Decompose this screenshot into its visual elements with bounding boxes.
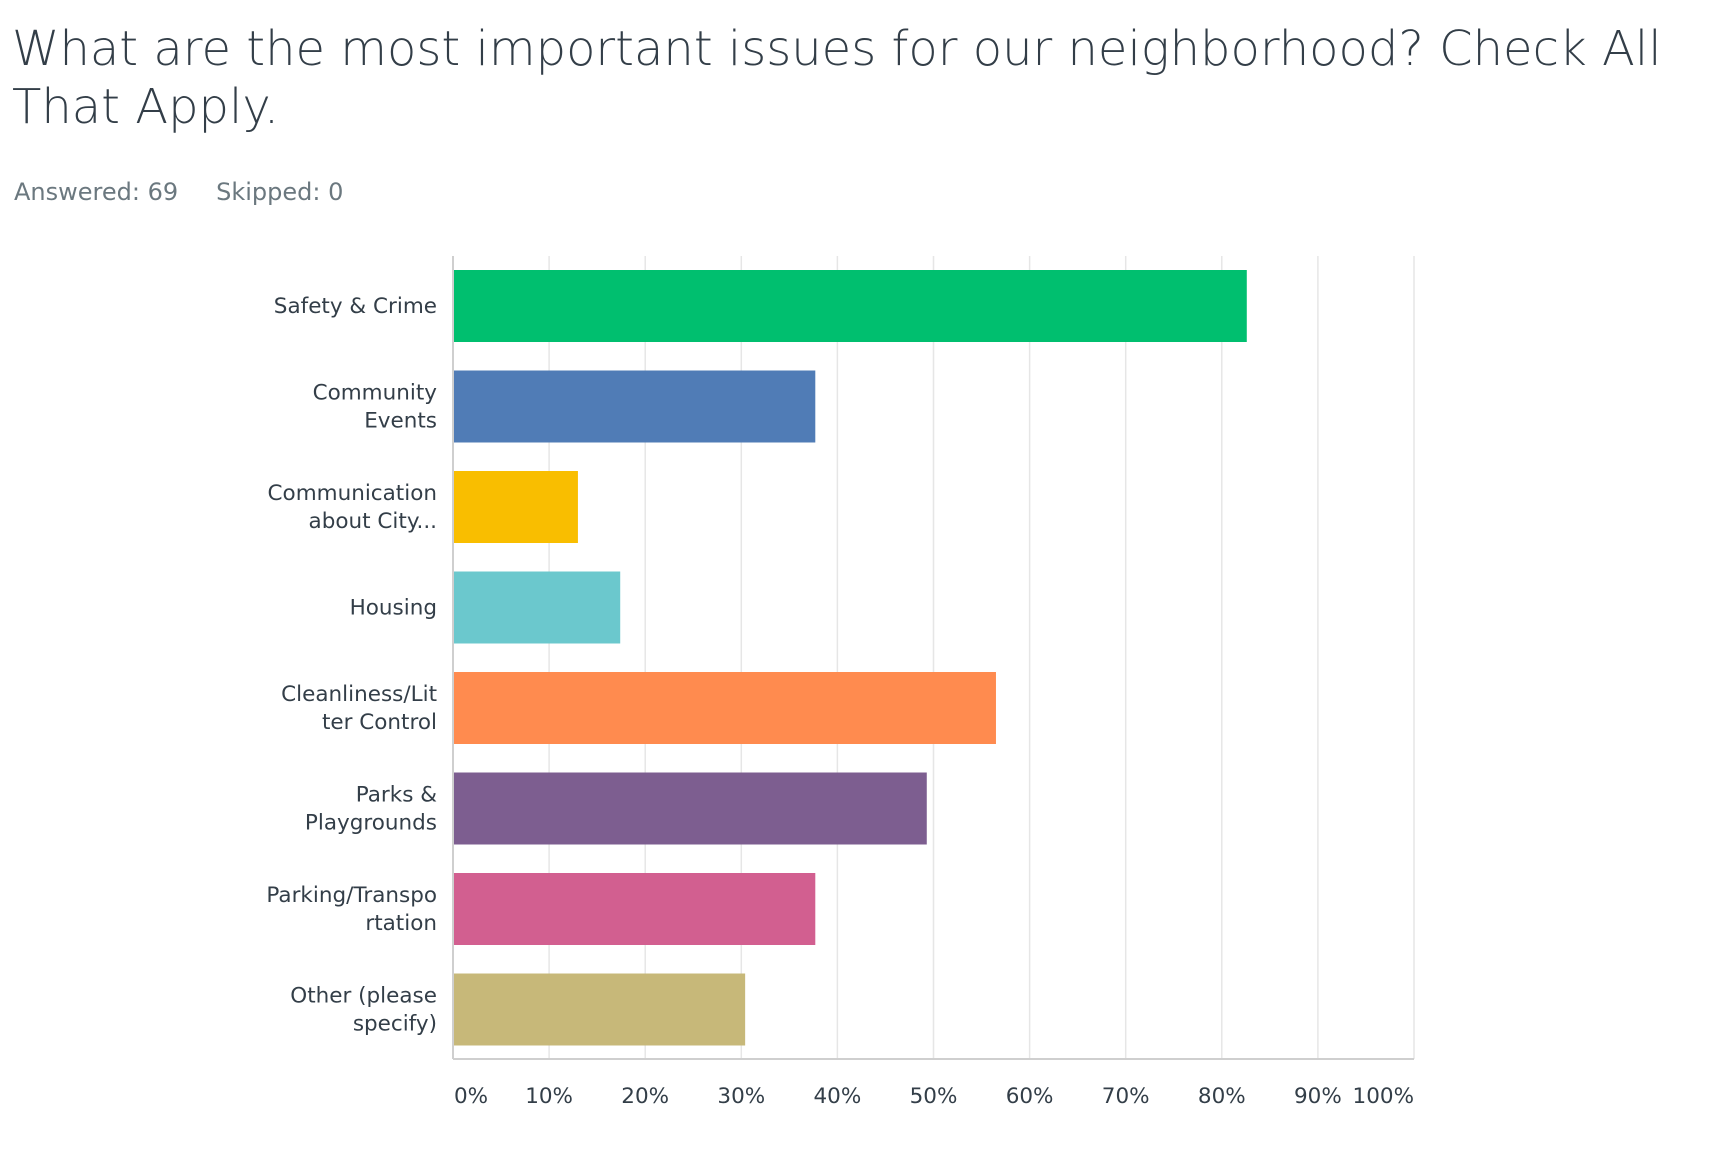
x-tick-label: 40% [814, 1084, 862, 1109]
category-label: Housing [350, 596, 437, 621]
category-label: Safety & Crime [274, 294, 437, 319]
category-label: Cleanliness/Lit ter Control [281, 682, 437, 735]
response-stats: Answered: 69 Skipped: 0 [14, 178, 343, 206]
bar [454, 672, 996, 744]
x-tick-label: 90% [1294, 1084, 1342, 1109]
x-tick-label: 0% [454, 1084, 488, 1109]
category-label: Communication about City... [268, 481, 437, 534]
x-tick-label: 30% [717, 1084, 765, 1109]
x-tick-label: 50% [910, 1084, 958, 1109]
x-tick-label: 10% [525, 1084, 573, 1109]
bar [454, 571, 621, 644]
category-label: Parking/Transpo rtation [266, 883, 437, 936]
bar [454, 270, 1247, 342]
answered-count: Answered: 69 [14, 178, 179, 206]
category-label: Community Events [313, 381, 438, 434]
x-tick-label: 70% [1102, 1084, 1150, 1109]
x-tick-label: 100% [1353, 1084, 1414, 1109]
skipped-count: Skipped: 0 [216, 178, 344, 206]
bar [454, 471, 578, 543]
bar [454, 370, 816, 443]
bar [454, 973, 746, 1046]
x-tick-label: 20% [621, 1084, 669, 1109]
category-label: Parks & Playgrounds [305, 783, 437, 836]
question-title: What are the most important issues for o… [12, 21, 1662, 135]
bar [454, 772, 927, 845]
category-label: Other (please specify) [290, 984, 437, 1037]
x-tick-label: 80% [1198, 1084, 1246, 1109]
bar [454, 873, 816, 945]
x-tick-label: 60% [1006, 1084, 1054, 1109]
